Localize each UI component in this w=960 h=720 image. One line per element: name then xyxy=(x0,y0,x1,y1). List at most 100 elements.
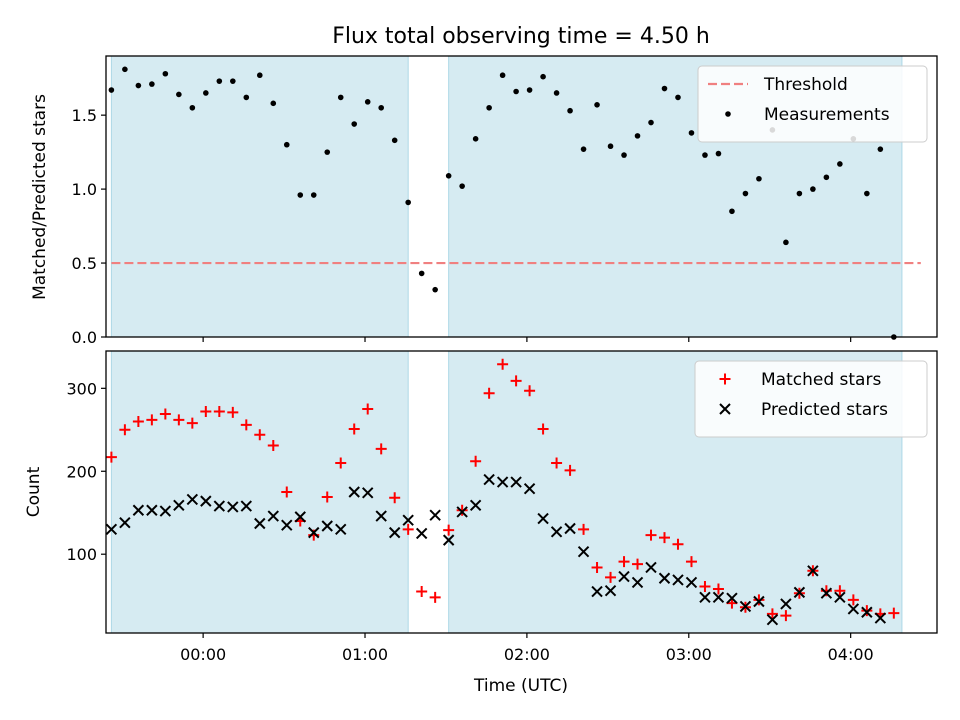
matched-star-point xyxy=(551,457,563,469)
x-axis-ticks xyxy=(202,337,852,342)
measurement-point xyxy=(877,146,884,152)
legend-predicted-swatch xyxy=(719,403,731,415)
y-tick-label: 100 xyxy=(66,545,97,564)
measurement-point xyxy=(526,87,533,93)
matched-star-point xyxy=(578,523,590,535)
predicted-star-point xyxy=(753,595,765,608)
axes-frame xyxy=(105,55,938,338)
predicted-star-point xyxy=(807,565,819,577)
matched-star-point xyxy=(267,440,279,452)
matched-star-point xyxy=(227,406,239,418)
predicted-star-point xyxy=(442,534,455,546)
measurement-point xyxy=(310,192,317,198)
predicted-star-point xyxy=(712,591,725,604)
matched-star-point xyxy=(591,561,603,573)
matched-star-point xyxy=(213,406,225,418)
predicted-star-point xyxy=(618,570,630,583)
matched-star-point xyxy=(699,581,711,593)
predicted-star-point xyxy=(550,526,563,538)
measurement-point xyxy=(837,161,843,167)
matched-star-point xyxy=(173,414,185,426)
matched-star-point xyxy=(402,523,414,535)
predicted-star-point xyxy=(308,526,320,539)
measurement-point xyxy=(567,107,573,114)
shaded-interval xyxy=(110,350,409,634)
predicted-star-point xyxy=(577,546,590,558)
predicted-star-point xyxy=(335,523,347,536)
x-tick-label: 04:00 xyxy=(828,645,874,664)
measurement-point xyxy=(135,82,142,89)
measurement-point xyxy=(405,199,411,206)
matched-star-point xyxy=(685,556,697,568)
predicted-star-point xyxy=(254,517,266,530)
matched-star-point xyxy=(780,610,792,622)
y-axis-label: Matched/Predicted stars xyxy=(30,94,50,300)
measurement-point xyxy=(364,99,371,105)
measurement-point xyxy=(432,286,438,293)
matched-star-point xyxy=(470,455,482,467)
matched-star-point xyxy=(362,403,374,415)
predicted-star-point xyxy=(146,504,158,516)
measurement-point xyxy=(499,72,506,79)
axes-frame xyxy=(105,350,938,634)
legend-label: Measurements xyxy=(764,105,890,125)
matched-star-point xyxy=(240,419,252,431)
measurement-point xyxy=(823,174,830,181)
predicted-star-point xyxy=(362,487,374,499)
measurement-point xyxy=(270,100,277,107)
predicted-star-point xyxy=(294,511,306,523)
matched-star-point xyxy=(146,414,158,426)
legend-measurement-swatch xyxy=(725,111,731,117)
x-tick-label: 03:00 xyxy=(666,645,712,664)
measurement-point xyxy=(351,121,358,127)
matched-star-point xyxy=(335,457,347,469)
measurement-point xyxy=(230,78,236,84)
measurement-point xyxy=(445,172,452,179)
predicted-star-point xyxy=(348,486,360,498)
predicted-star-point xyxy=(685,576,698,589)
y-axis-ticks: 0.0 0.5 1.0 1.5 xyxy=(72,106,106,347)
legend: Matched stars Predicted stars xyxy=(694,360,928,438)
matched-star-point xyxy=(443,524,455,536)
matched-star-point xyxy=(510,375,522,387)
predicted-star-point xyxy=(159,505,172,517)
measurement-point xyxy=(594,102,600,108)
y-tick-label: 1.0 xyxy=(72,180,97,199)
matched-star-point xyxy=(200,406,212,418)
y-tick-label: 1.5 xyxy=(72,106,97,125)
predicted-star-point xyxy=(496,476,509,488)
predicted-star-point xyxy=(227,501,239,513)
measurement-point xyxy=(459,183,465,189)
predicted-star-point xyxy=(658,572,671,584)
measurement-point xyxy=(742,190,749,197)
measurement-point xyxy=(513,88,519,95)
matched-star-point xyxy=(712,583,724,595)
plot-area xyxy=(108,66,921,340)
predicted-star-point xyxy=(672,574,684,586)
measurement-point xyxy=(796,190,803,197)
matched-star-point xyxy=(483,387,495,399)
predicted-star-point xyxy=(200,495,212,507)
matched-star-point xyxy=(766,608,778,620)
predicted-star-point xyxy=(173,499,185,511)
predicted-star-point xyxy=(564,522,576,535)
predicted-star-point xyxy=(726,592,738,604)
matched-star-point xyxy=(497,358,509,370)
matched-star-point xyxy=(375,443,387,455)
predicted-star-point xyxy=(793,586,806,599)
measurement-point xyxy=(661,85,668,92)
matched-star-point xyxy=(537,423,549,435)
matched-star-point xyxy=(348,423,360,435)
measurement-point xyxy=(864,190,870,197)
matched-star-point xyxy=(186,417,198,429)
measurement-point xyxy=(553,90,560,96)
predicted-star-point xyxy=(645,561,657,574)
predicted-star-point xyxy=(523,482,536,495)
legend-label: Threshold xyxy=(763,75,848,95)
measurement-point xyxy=(149,81,155,87)
top-panel: 0.0 0.5 1.0 1.5 Matched/Predicted stars Thr… xyxy=(30,55,938,347)
matched-star-point xyxy=(618,556,630,568)
x-axis-ticks: 00:00 01:00 02:00 03:00 04:00 xyxy=(180,633,874,664)
y-tick-label: 300 xyxy=(66,379,97,398)
